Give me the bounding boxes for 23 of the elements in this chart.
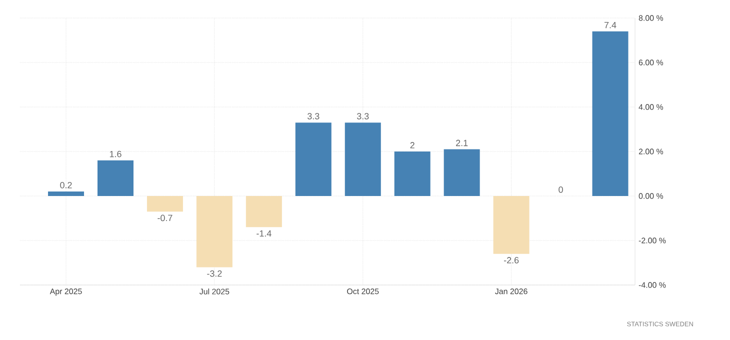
bar — [146, 196, 183, 212]
data-label: 2 — [410, 142, 414, 148]
bar — [592, 31, 628, 196]
data-label: -0.7 — [158, 214, 172, 222]
bar — [97, 160, 134, 196]
bar — [444, 149, 480, 196]
data-label: 0 — [558, 186, 563, 193]
data-label: -1.4 — [256, 230, 272, 237]
bar — [196, 196, 232, 268]
bar — [394, 152, 430, 196]
bar — [295, 122, 332, 196]
data-label: -3.2 — [207, 270, 222, 277]
bar — [246, 196, 282, 228]
bar — [344, 122, 381, 196]
bar — [48, 192, 84, 196]
data-label: 3.3 — [356, 113, 369, 120]
data-label: 3.3 — [308, 113, 320, 120]
data-label: 0.2 — [60, 182, 72, 188]
data-label: -2.6 — [504, 257, 519, 264]
bar — [493, 196, 530, 254]
data-label: 7.4 — [604, 22, 616, 28]
data-label: 1.6 — [110, 150, 122, 158]
data-label: 2.1 — [456, 140, 468, 146]
